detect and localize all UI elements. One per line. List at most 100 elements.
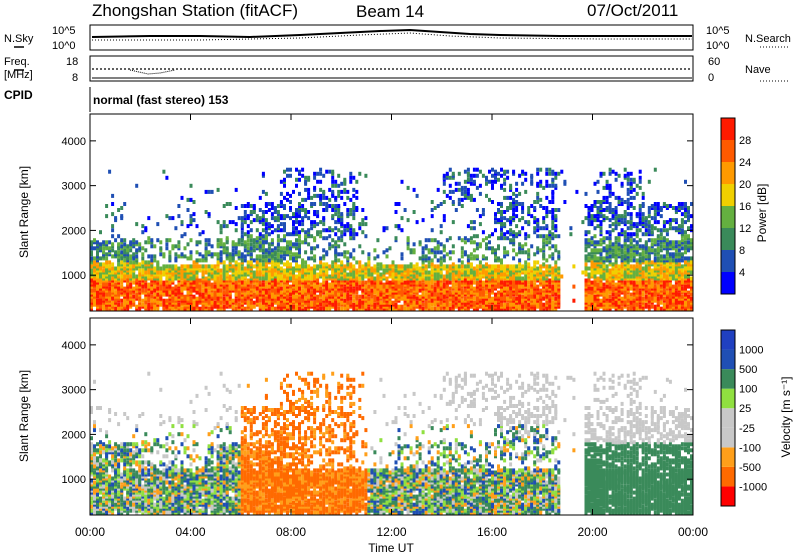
heatmap-cell (424, 238, 428, 243)
heatmap-cell (276, 216, 280, 221)
heatmap-cell (448, 302, 452, 307)
heatmap-cell (626, 266, 630, 271)
heatmap-cell (475, 272, 479, 277)
heatmap-cell (436, 266, 440, 271)
heatmap-cell (252, 284, 256, 289)
heatmap-cell (328, 242, 332, 247)
heatmap-cell (105, 256, 109, 261)
heatmap-cell (150, 254, 154, 259)
heatmap-cell (466, 294, 470, 299)
heatmap-cell (270, 260, 274, 265)
heatmap-cell (466, 268, 470, 273)
heatmap-cell (298, 191, 301, 196)
heatmap-cell (494, 292, 497, 297)
heatmap-cell (135, 278, 139, 283)
heatmap-cell (225, 266, 229, 271)
heatmap-cell (442, 266, 446, 271)
heatmap-cell (96, 290, 99, 295)
heatmap-cell (273, 294, 277, 299)
heatmap-cell (129, 294, 133, 299)
heatmap-cell (273, 246, 277, 251)
heatmap-cell (460, 298, 464, 303)
heatmap-cell (286, 294, 289, 299)
heatmap-cell (500, 232, 503, 237)
heatmap-cell (325, 250, 329, 255)
heatmap-cell (545, 258, 549, 263)
heatmap-cell (587, 206, 591, 210)
heatmap-cell (491, 167, 494, 172)
heatmap-cell (270, 202, 274, 206)
heatmap-cell (373, 256, 377, 261)
heatmap-cell (403, 294, 407, 299)
heatmap-cell (201, 284, 205, 289)
heatmap-cell (319, 260, 323, 265)
heatmap-cell (334, 240, 338, 245)
heatmap-cell (322, 294, 326, 299)
heatmap-cell (328, 274, 332, 279)
heatmap-cell (352, 288, 356, 293)
heatmap-cell (412, 286, 416, 291)
heatmap-cell (554, 208, 558, 212)
heatmap-cell (620, 228, 624, 233)
heatmap-cell (611, 266, 615, 271)
heatmap-cell (310, 256, 314, 261)
heatmap-cell (626, 306, 630, 311)
heatmap-cell (512, 266, 516, 271)
heatmap-cell (557, 234, 561, 239)
heatmap-cell (617, 294, 621, 299)
heatmap-cell (255, 270, 259, 275)
heatmap-cell (261, 262, 265, 267)
heatmap-cell (264, 266, 268, 271)
heatmap-cell (331, 294, 335, 299)
heatmap-cell (497, 244, 500, 249)
heatmap-cell (563, 200, 567, 204)
heatmap-cell (295, 254, 298, 259)
heatmap-cell (533, 230, 537, 235)
heatmap-cell (114, 282, 118, 287)
heatmap-cell (554, 276, 558, 281)
heatmap-cell (264, 280, 268, 285)
heatmap-cell (415, 262, 419, 267)
heatmap-cell (599, 242, 603, 247)
heatmap-cell (433, 246, 437, 251)
heatmap-cell (478, 260, 482, 265)
heatmap-cell (626, 236, 630, 241)
heatmap-cell (533, 252, 537, 257)
heatmap-cell (225, 202, 229, 206)
heatmap-cell (301, 270, 305, 275)
heatmap-cell (539, 294, 543, 299)
heatmap-cell (243, 254, 247, 259)
heatmap-cell (313, 185, 317, 190)
heatmap-cell (379, 294, 383, 299)
heatmap-cell (295, 246, 298, 251)
heatmap-cell (162, 298, 166, 303)
heatmap-cell (96, 298, 99, 303)
heatmap-cell (466, 280, 470, 285)
heatmap-cell (466, 258, 470, 263)
heatmap-cell (524, 189, 528, 194)
heatmap-cell (252, 204, 256, 208)
heatmap-cell (222, 204, 226, 208)
heatmap-cell (509, 185, 513, 190)
heatmap-cell (322, 262, 326, 267)
heatmap-cell (123, 258, 127, 263)
heatmap-cell (515, 296, 519, 301)
heatmap-cell (481, 266, 485, 271)
heatmap-cell (159, 270, 163, 275)
heatmap-cell (602, 214, 606, 219)
heatmap-cell (406, 185, 410, 190)
heatmap-cell (313, 210, 317, 214)
heatmap-cell (433, 238, 437, 243)
heatmap-cell (626, 187, 630, 192)
heatmap-cell (349, 171, 353, 176)
heatmap-cell (168, 238, 172, 243)
heatmap-cell (551, 171, 555, 176)
heatmap-cell (424, 300, 428, 305)
heatmap-cell (279, 246, 283, 251)
heatmap-cell (319, 171, 323, 176)
heatmap-cell (614, 210, 618, 214)
heatmap-cell (298, 234, 301, 239)
heatmap-cell (491, 183, 494, 188)
heatmap-cell (180, 252, 184, 257)
heatmap-cell (298, 294, 301, 299)
